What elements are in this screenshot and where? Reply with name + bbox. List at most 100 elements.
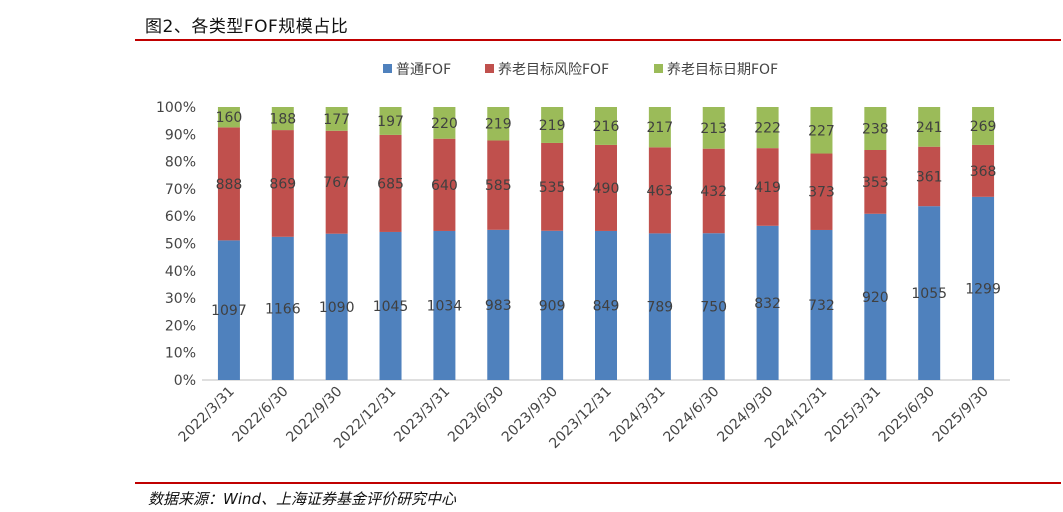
bar-segment <box>325 107 348 131</box>
bar-segment <box>595 230 617 380</box>
bar-segment <box>918 146 941 207</box>
data-label: 227 <box>808 123 835 139</box>
bar-segment <box>648 233 671 380</box>
bar-segment <box>810 107 833 154</box>
data-label: 1090 <box>319 300 355 316</box>
data-label: 490 <box>593 181 620 197</box>
bar-segment <box>379 231 402 380</box>
y-tick-label: 20% <box>165 318 196 334</box>
bar-segment <box>487 107 510 141</box>
data-label: 750 <box>700 300 727 316</box>
x-tick-label: 2023/3/31 <box>391 384 453 446</box>
data-label: 869 <box>269 176 296 192</box>
data-label: 789 <box>646 300 673 316</box>
figure-title: 图2、各类型FOF规模占比 <box>145 17 349 37</box>
bar-segment <box>541 142 564 231</box>
bar-series: 1097 888 160 1166 869 188 1090 767 177 1045 685 197… <box>211 107 1001 380</box>
bar-segment <box>810 153 833 230</box>
chart-legend: 普通FOF 养老目标风险FOF 养老目标日期FOF <box>383 62 778 78</box>
x-tick-label: 2025/3/31 <box>822 384 884 446</box>
data-label: 1045 <box>373 299 409 315</box>
x-tick-label: 2022/6/30 <box>230 384 292 446</box>
data-label: 1055 <box>911 286 947 302</box>
data-label: 832 <box>754 296 781 312</box>
y-tick-label: 0% <box>174 373 196 389</box>
data-label: 1097 <box>211 303 247 319</box>
legend-label: 普通FOF <box>396 62 451 78</box>
data-label: 732 <box>808 298 835 314</box>
data-label: 909 <box>539 298 566 314</box>
data-label: 463 <box>646 183 673 199</box>
bar-segment <box>217 127 240 241</box>
data-label: 222 <box>754 121 781 137</box>
data-label: 368 <box>970 164 997 180</box>
data-label: 269 <box>970 119 997 135</box>
bar-segment <box>271 107 294 131</box>
bar-segment <box>595 107 617 145</box>
bar-segment <box>379 107 402 135</box>
bar-segment <box>864 150 887 214</box>
data-label: 535 <box>539 180 566 196</box>
y-tick-label: 50% <box>165 237 196 253</box>
bar-segment <box>702 233 725 380</box>
data-label: 685 <box>377 176 404 192</box>
legend-swatch <box>485 64 494 73</box>
data-label: 920 <box>862 290 889 306</box>
y-tick-label: 60% <box>165 209 196 225</box>
x-tick-label: 2023/6/30 <box>445 384 507 446</box>
data-label: 1299 <box>965 281 1001 297</box>
bar-segment <box>918 206 941 380</box>
bar-segment <box>487 229 510 380</box>
data-label: 216 <box>593 119 620 135</box>
x-tick-label: 2025/9/30 <box>930 384 992 446</box>
bar-segment <box>972 196 995 380</box>
bar-segment <box>325 233 348 380</box>
data-label: 353 <box>862 175 889 191</box>
legend-label: 养老目标风险FOF <box>498 62 609 78</box>
bar-segment <box>756 107 779 149</box>
data-label: 213 <box>700 121 727 137</box>
x-axis: 2022/3/312022/6/302022/9/302022/12/31202… <box>176 384 992 452</box>
data-label: 373 <box>808 185 835 201</box>
data-label: 177 <box>323 112 350 128</box>
bar-segment <box>541 230 564 380</box>
title-divider <box>135 39 1061 41</box>
data-label: 197 <box>377 114 404 130</box>
data-label: 219 <box>485 117 512 133</box>
y-tick-label: 80% <box>165 155 196 171</box>
data-label: 1166 <box>265 301 301 317</box>
data-label: 640 <box>431 178 458 194</box>
bar-segment <box>864 213 887 380</box>
bar-segment <box>972 144 995 197</box>
data-label: 160 <box>216 110 243 126</box>
data-label: 432 <box>700 184 727 200</box>
bar-segment <box>325 130 348 234</box>
data-label: 241 <box>916 120 943 136</box>
data-label: 219 <box>539 118 566 134</box>
bar-segment <box>595 144 617 231</box>
y-tick-label: 40% <box>165 264 196 280</box>
y-tick-label: 90% <box>165 127 196 143</box>
bar-segment <box>271 236 294 380</box>
bar-segment <box>379 134 402 232</box>
bar-segment <box>756 225 779 380</box>
bar-segment <box>217 240 240 380</box>
bar-segment <box>756 148 779 226</box>
data-label: 217 <box>646 120 673 136</box>
data-label: 983 <box>485 298 512 314</box>
bar-segment <box>918 107 941 147</box>
bar-segment <box>487 140 510 230</box>
y-tick-label: 70% <box>165 182 196 198</box>
bar-segment <box>271 130 294 237</box>
bar-segment <box>217 107 240 128</box>
y-tick-label: 100% <box>156 100 196 116</box>
bar-segment <box>433 107 456 139</box>
data-label: 419 <box>754 180 781 196</box>
x-tick-label: 2024/6/30 <box>660 384 722 446</box>
bar-segment <box>702 148 725 234</box>
legend-swatch <box>654 64 663 73</box>
stacked-bar-chart: 普通FOF 养老目标风险FOF 养老目标日期FOF 0% 10% 20% 30% 40% 50… <box>156 62 1010 452</box>
data-label: 361 <box>916 169 943 185</box>
data-label: 220 <box>431 116 458 132</box>
x-tick-label: 2024/3/31 <box>607 384 669 446</box>
